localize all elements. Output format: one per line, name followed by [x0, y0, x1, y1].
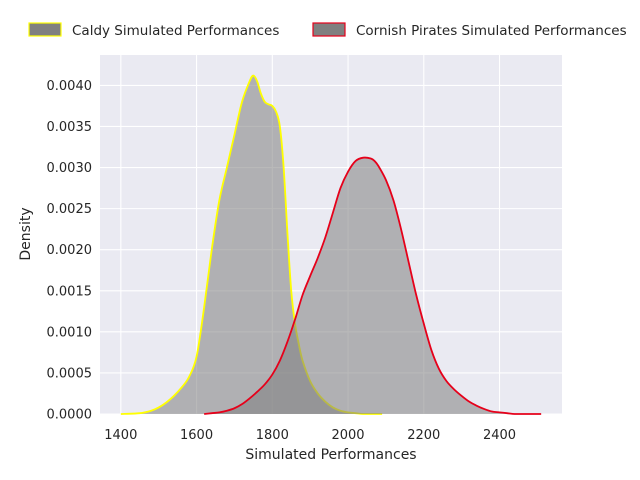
legend-swatch-series-1	[28, 22, 62, 37]
density-fill-series-2	[204, 157, 542, 414]
y-tick-label: 0.0030	[47, 161, 93, 176]
legend-label-series-2: Cornish Pirates Simulated Performances	[356, 23, 627, 39]
x-tick-label: 2400	[483, 428, 516, 443]
density-line-series-2	[204, 156, 542, 415]
y-tick-label: 0.0000	[47, 408, 93, 423]
x-tick-label: 1600	[180, 428, 213, 443]
legend-label-series-1: Caldy Simulated Performances	[72, 23, 279, 39]
y-tick-label: 0.0015	[47, 284, 93, 299]
y-tick-label: 0.0020	[47, 243, 93, 258]
density-fill-series-1	[120, 75, 383, 414]
x-tick-label: 2000	[331, 428, 364, 443]
y-tick-label: 0.0025	[47, 202, 93, 217]
x-tick-label: 1400	[104, 428, 137, 443]
y-tick-label: 0.0040	[47, 79, 93, 94]
y-tick-label: 0.0010	[47, 325, 93, 340]
x-axis-title: Simulated Performances	[245, 447, 416, 463]
density-areas	[120, 74, 542, 415]
y-tick-label: 0.0035	[47, 120, 93, 135]
legend: Caldy Simulated Performances Cornish Pira…	[28, 22, 627, 39]
y-axis-title: Density	[18, 207, 34, 260]
x-tick-label: 1800	[256, 428, 289, 443]
y-tick-label: 0.0005	[47, 366, 93, 381]
x-tick-label: 2200	[407, 428, 440, 443]
y-axis: 0.0000 0.0005 0.0010 0.0015 0.0020 0.0025 0.00…	[47, 79, 93, 423]
legend-swatch-series-2	[312, 22, 346, 37]
x-axis: 1400 1600 1800 2000 2200 2400	[104, 428, 516, 443]
